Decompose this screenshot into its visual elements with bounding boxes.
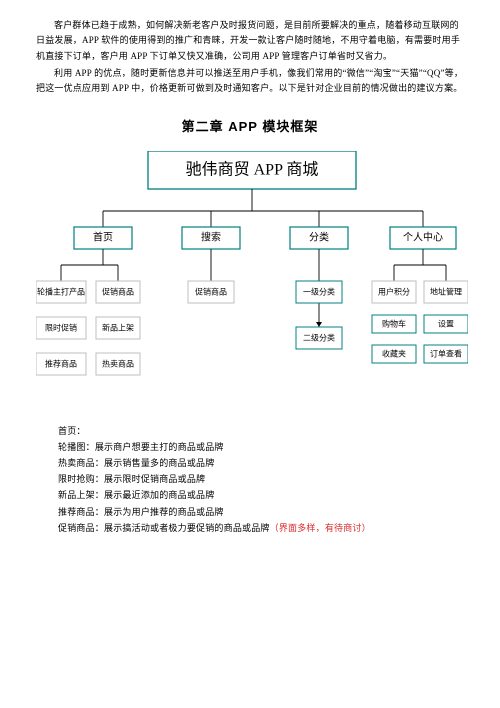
svg-text:搜索: 搜索: [201, 230, 221, 243]
legend: 首页： 轮播图：展示商户想要主打的商品或品牌热卖商品：展示销售量多的商品或品牌限…: [58, 423, 464, 536]
legend-line-2: 限时抢购：展示限时促销商品或品牌: [58, 471, 464, 487]
legend-label: 促销商品：: [58, 523, 104, 533]
legend-line-0: 轮播图：展示商户想要主打的商品或品牌: [58, 439, 464, 455]
legend-text: 展示销售量多的商品或品牌: [104, 458, 214, 468]
legend-line-3: 新品上架：展示最近添加的商品或品牌: [58, 487, 464, 503]
svg-text:个人中心: 个人中心: [403, 230, 443, 243]
page: 客户群体已趋于成熟，如何解决新老客户及时报货问题，是目前所要解决的重点，随着移动…: [0, 0, 500, 546]
intro-para-1: 客户群体已趋于成熟，如何解决新老客户及时报货问题，是目前所要解决的重点，随着移动…: [36, 18, 464, 64]
svg-text:促销商品: 促销商品: [102, 286, 134, 296]
legend-title: 首页：: [58, 423, 464, 439]
legend-note: （界面多样，有待商讨）: [270, 523, 371, 533]
legend-line-5: 促销商品：展示搞活动或者极力要促销的商品或品牌（界面多样，有待商讨）: [58, 520, 464, 536]
svg-text:热卖商品: 热卖商品: [102, 358, 134, 368]
legend-text: 展示商户想要主打的商品或品牌: [95, 442, 224, 452]
legend-line-1: 热卖商品：展示销售量多的商品或品牌: [58, 455, 464, 471]
legend-text: 展示限时促销商品或品牌: [104, 474, 205, 484]
svg-text:首页: 首页: [93, 230, 113, 243]
svg-text:地址管理: 地址管理: [430, 286, 462, 296]
svg-text:限时促销: 限时促销: [45, 322, 77, 332]
svg-text:促销商品: 促销商品: [195, 286, 227, 296]
legend-text: 展示为用户推荐的商品或品牌: [104, 507, 224, 517]
svg-text:驰伟商贸 APP 商城: 驰伟商贸 APP 商城: [186, 160, 319, 178]
svg-text:收藏夹: 收藏夹: [382, 348, 406, 358]
legend-label: 热卖商品：: [58, 458, 104, 468]
chapter-heading: 第二章 APP 模块框架: [36, 116, 464, 138]
svg-text:设置: 设置: [438, 318, 454, 328]
svg-text:分类: 分类: [309, 230, 329, 243]
legend-label: 推荐商品：: [58, 507, 104, 517]
svg-text:二级分类: 二级分类: [303, 332, 335, 342]
legend-text: 展示搞活动或者极力要促销的商品或品牌: [104, 523, 270, 533]
svg-text:轮播主打产品: 轮播主打产品: [37, 286, 85, 296]
svg-text:新品上架: 新品上架: [102, 322, 134, 332]
svg-text:一级分类: 一级分类: [303, 286, 335, 296]
legend-line-4: 推荐商品：展示为用户推荐的商品或品牌: [58, 504, 464, 520]
legend-label: 轮播图：: [58, 442, 95, 452]
module-tree-diagram: 驰伟商贸 APP 商城首页 搜索 分类 个人中心轮播主打产品 促销商品限时促销 新品上架推…: [36, 151, 468, 413]
intro-para-2: 利用 APP 的优点，随时更新信息并可以推送至用户手机，像我们常用的“微信”“淘…: [36, 66, 464, 97]
legend-text: 展示最近添加的商品或品牌: [104, 490, 214, 500]
svg-text:用户积分: 用户积分: [378, 286, 410, 296]
svg-text:购物车: 购物车: [382, 318, 406, 328]
svg-text:订单查看: 订单查看: [430, 348, 462, 358]
legend-label: 限时抢购：: [58, 474, 104, 484]
legend-label: 新品上架：: [58, 490, 104, 500]
svg-text:推荐商品: 推荐商品: [45, 358, 77, 368]
